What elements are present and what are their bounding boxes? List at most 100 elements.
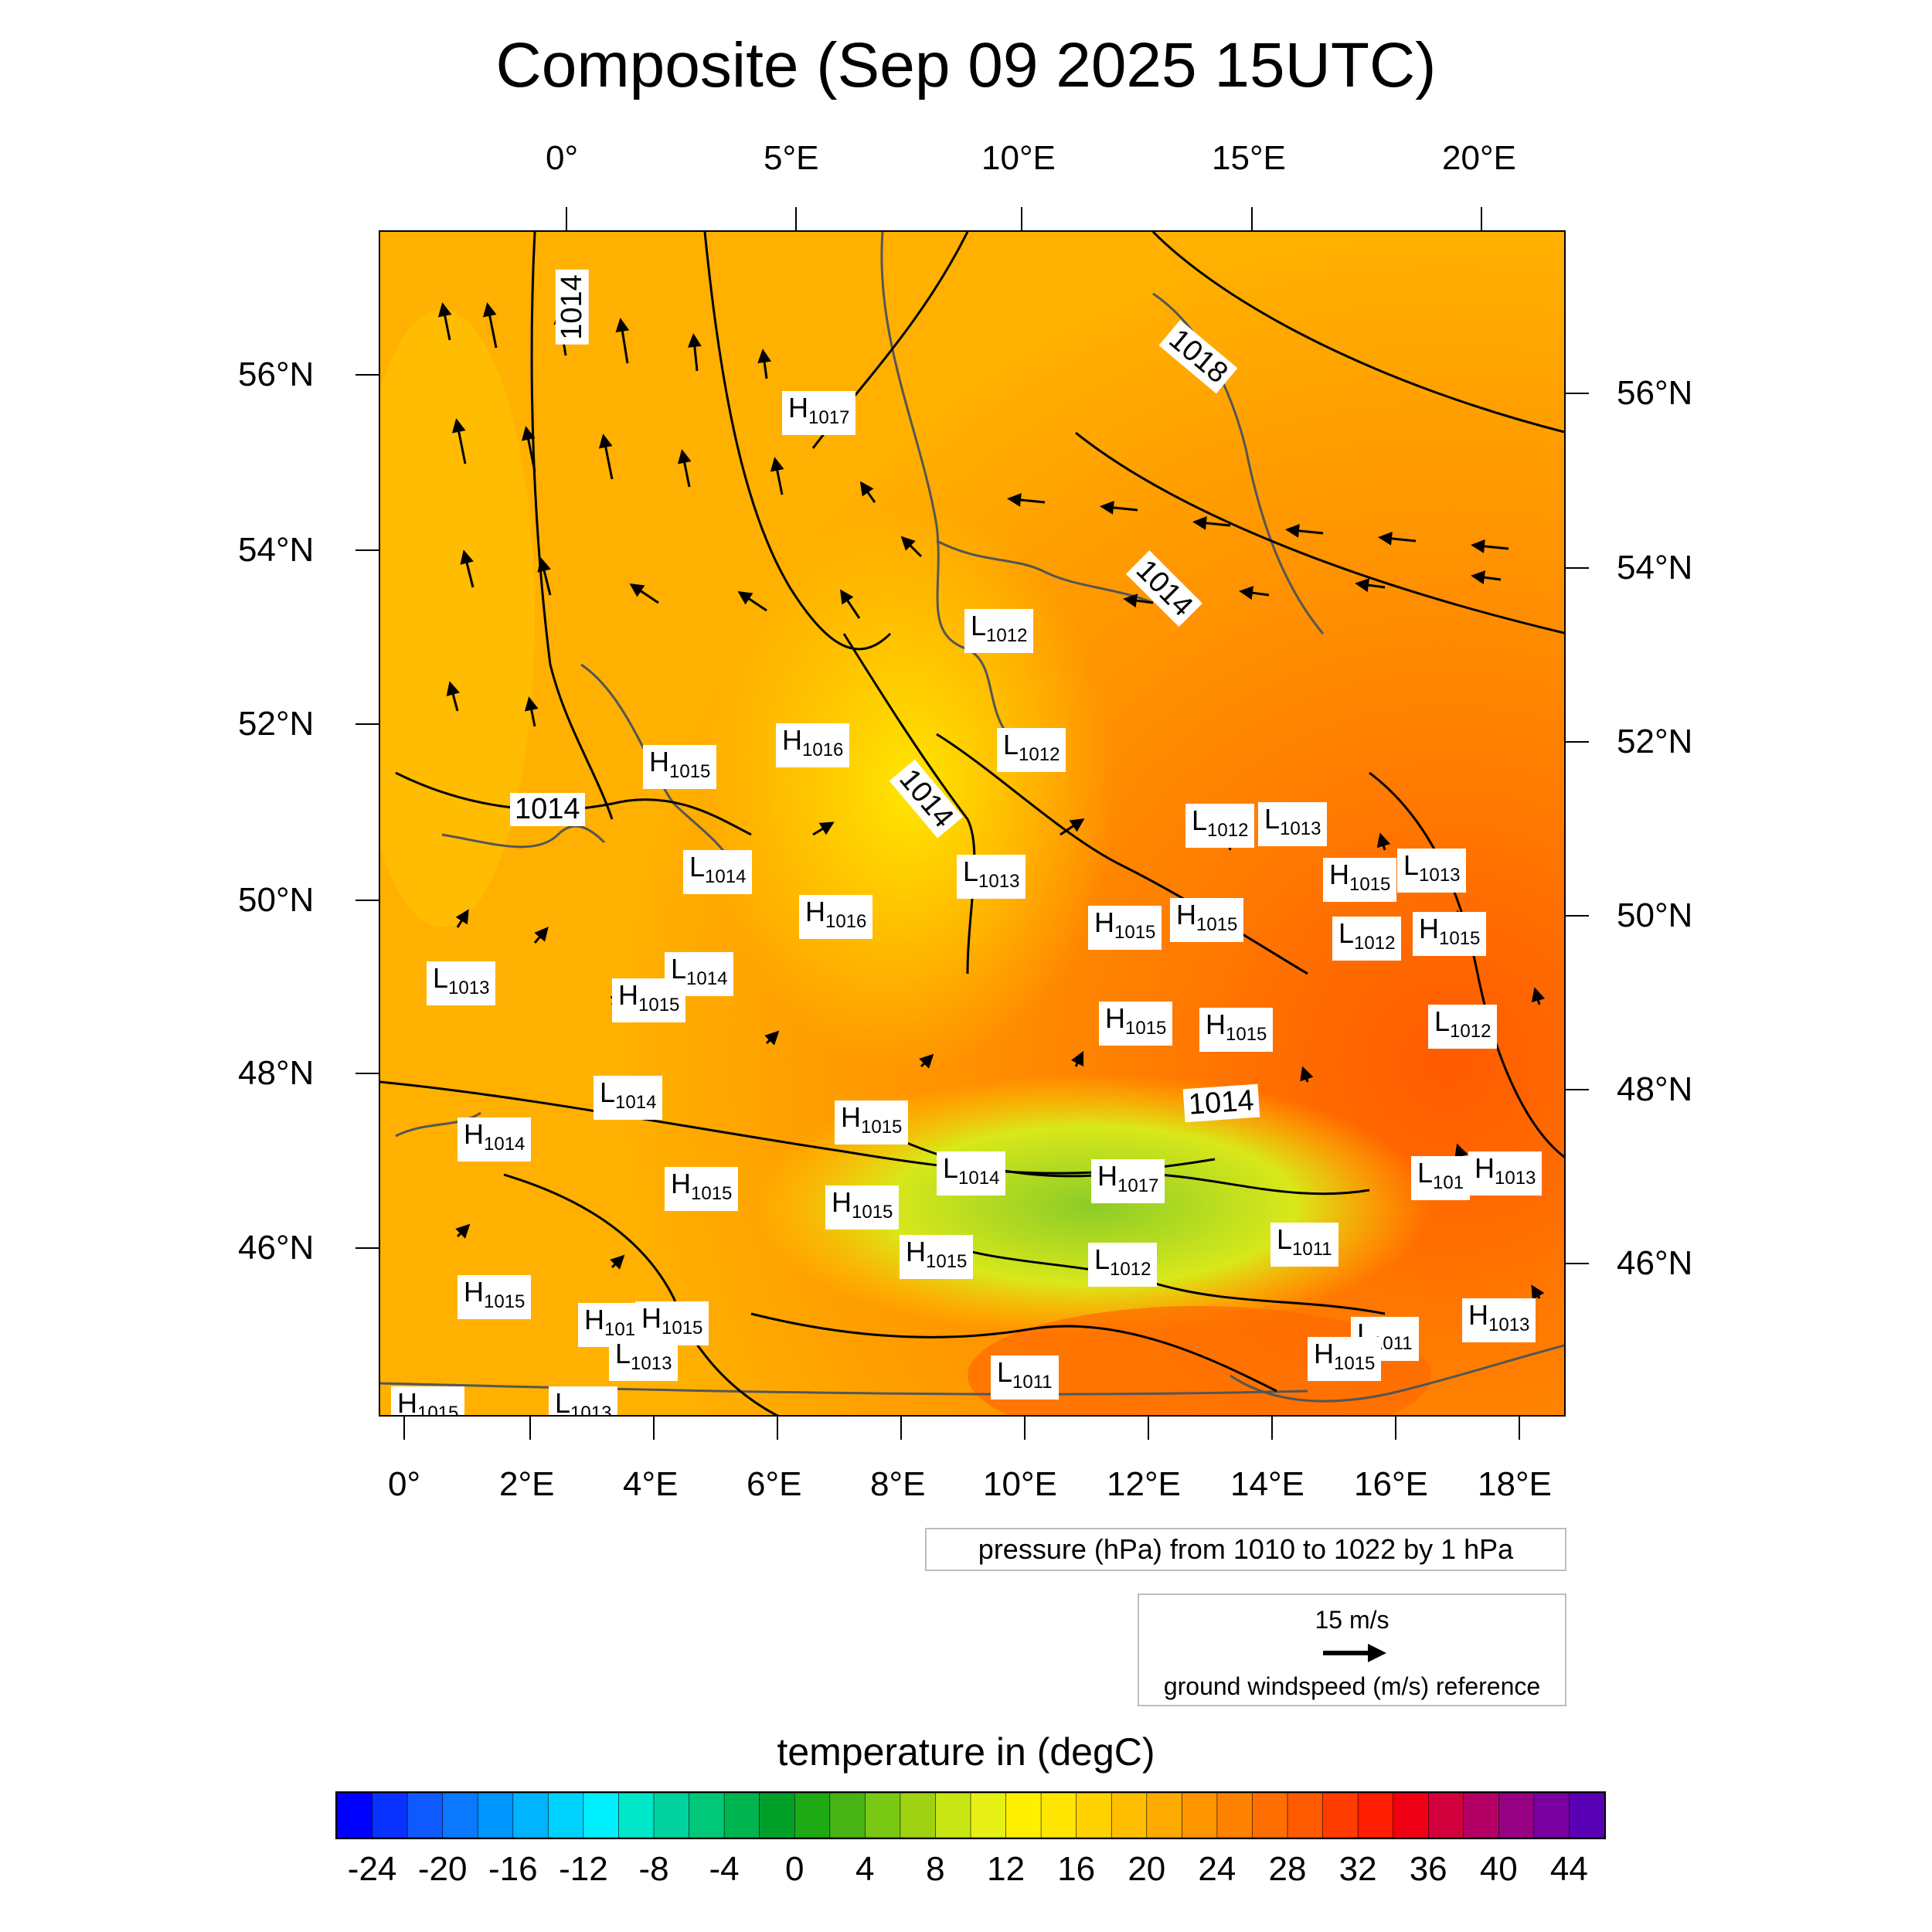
right-lat-label: 50°N bbox=[1617, 896, 1693, 934]
bottom-lon-label: 14°E bbox=[1230, 1465, 1304, 1503]
wind-reference-caption: ground windspeed (m/s) reference bbox=[1163, 1672, 1541, 1700]
colorbar-swatch bbox=[794, 1793, 831, 1838]
bottom-lon-label: 8°E bbox=[870, 1465, 926, 1503]
colorbar-tick-label: -16 bbox=[488, 1850, 538, 1888]
pressure-center: L1014 bbox=[594, 1076, 663, 1121]
right-lat-label: 54°N bbox=[1617, 549, 1693, 587]
top-lon-label: 0° bbox=[546, 139, 579, 177]
colorbar-tick-label: -4 bbox=[709, 1850, 740, 1888]
pressure-center: L1013 bbox=[957, 855, 1026, 900]
map-title: Composite (Sep 09 2025 15UTC) bbox=[495, 30, 1437, 100]
pressure-center: L1012 bbox=[964, 609, 1034, 654]
colorbar-swatch bbox=[618, 1793, 655, 1838]
pressure-center: H1015 bbox=[457, 1275, 532, 1320]
colorbar-swatch bbox=[1040, 1793, 1077, 1838]
coastlines bbox=[380, 232, 1564, 1403]
bottom-lon-label: 12°E bbox=[1107, 1465, 1181, 1503]
right-lat-label: 52°N bbox=[1617, 723, 1693, 760]
pressure-center: H1014 bbox=[457, 1117, 532, 1162]
pressure-center: H1013 bbox=[1468, 1151, 1543, 1196]
colorbar-swatch bbox=[865, 1793, 901, 1838]
colorbar-tick-label: 28 bbox=[1268, 1850, 1307, 1888]
pressure-center: H1015 bbox=[391, 1386, 465, 1415]
pressure-center: L1013 bbox=[549, 1386, 618, 1415]
pressure-center: H1015 bbox=[643, 745, 717, 790]
colorbar-swatch bbox=[1216, 1793, 1253, 1838]
colorbar-swatch bbox=[1252, 1793, 1288, 1838]
pressure-center: H1015 bbox=[1199, 1008, 1274, 1053]
colorbar-swatch bbox=[689, 1793, 725, 1838]
pressure-center: L1011 bbox=[1270, 1223, 1338, 1267]
bottom-lon-label: 16°E bbox=[1354, 1465, 1428, 1503]
colorbar-swatch bbox=[548, 1793, 584, 1838]
pressure-center: L1013 bbox=[1397, 849, 1467, 893]
pressure-center: H1015 bbox=[1170, 898, 1244, 943]
colorbar-swatch bbox=[1393, 1793, 1430, 1838]
colorbar-tick-label: 44 bbox=[1549, 1850, 1588, 1888]
colorbar-tick-label: 0 bbox=[784, 1850, 804, 1888]
pressure-center: H1013 bbox=[1462, 1298, 1536, 1343]
colorbar-title: temperature in (degC) bbox=[777, 1730, 1155, 1774]
colorbar-swatch bbox=[372, 1793, 408, 1838]
colorbar-tick-label: -8 bbox=[638, 1850, 669, 1888]
top-lon-label: 15°E bbox=[1212, 139, 1286, 177]
pressure-center: L1012 bbox=[1332, 917, 1402, 961]
colorbar-tick-label: 20 bbox=[1128, 1850, 1166, 1888]
colorbar-tick-label: -12 bbox=[559, 1850, 608, 1888]
left-lat-label: 52°N bbox=[238, 705, 315, 743]
colorbar-swatch bbox=[1322, 1793, 1359, 1838]
right-lat-label: 48°N bbox=[1617, 1070, 1693, 1108]
pressure-center: H1017 bbox=[1091, 1159, 1165, 1204]
pressure-center: L1013 bbox=[427, 961, 496, 1006]
colorbar-swatch bbox=[1357, 1793, 1394, 1838]
right-lat-label: 46°N bbox=[1617, 1244, 1693, 1282]
colorbar-swatch bbox=[1182, 1793, 1218, 1838]
pressure-center: H1015 bbox=[612, 978, 686, 1023]
pressure-center: H1015 bbox=[825, 1185, 900, 1230]
colorbar-swatch bbox=[1076, 1793, 1113, 1838]
pressure-center: L1013 bbox=[1258, 802, 1328, 847]
colorbar-swatch bbox=[442, 1793, 479, 1838]
colorbar-swatch bbox=[337, 1793, 373, 1838]
pressure-center: H1015 bbox=[835, 1100, 909, 1145]
bottom-lon-label: 6°E bbox=[747, 1465, 802, 1503]
bottom-lon-label: 10°E bbox=[983, 1465, 1057, 1503]
pressure-center: L1014 bbox=[683, 850, 753, 895]
colorbar-swatch bbox=[477, 1793, 514, 1838]
pressure-center: H1015 bbox=[1088, 906, 1162, 951]
colorbar-swatch bbox=[1498, 1793, 1535, 1838]
temperature-colorbar bbox=[335, 1791, 1606, 1839]
colorbar-tick-label: 16 bbox=[1057, 1850, 1096, 1888]
bottom-lon-label: 2°E bbox=[499, 1465, 555, 1503]
colorbar-tick-label: -20 bbox=[417, 1850, 468, 1888]
colorbar-swatch bbox=[1146, 1793, 1183, 1838]
pressure-legend: pressure (hPa) from 1010 to 1022 by 1 hP… bbox=[925, 1528, 1566, 1571]
bottom-lon-label: 4°E bbox=[623, 1465, 679, 1503]
pressure-center: L1012 bbox=[1088, 1243, 1158, 1287]
colorbar-swatch bbox=[1463, 1793, 1500, 1838]
pressure-center: H1015 bbox=[1413, 912, 1487, 957]
colorbar-swatch bbox=[1569, 1793, 1604, 1838]
colorbar-swatch bbox=[583, 1793, 620, 1838]
temperature-map: 1014 1018 1014 1014 1014 1014 H1017 L101… bbox=[379, 230, 1566, 1417]
colorbar-swatch bbox=[935, 1793, 971, 1838]
pressure-center: H1015 bbox=[665, 1167, 739, 1212]
pressure-center: H1015 bbox=[900, 1235, 974, 1280]
top-lon-label: 5°E bbox=[764, 139, 819, 177]
pressure-center: L1014 bbox=[937, 1151, 1006, 1196]
colorbar-tick-label: 36 bbox=[1409, 1850, 1447, 1888]
colorbar-tick-label: 40 bbox=[1479, 1850, 1518, 1888]
colorbar-tick-label: -24 bbox=[347, 1850, 397, 1888]
bottom-lon-label: 0° bbox=[388, 1465, 421, 1503]
pressure-center: H1016 bbox=[799, 895, 873, 940]
pressure-center: L1012 bbox=[1428, 1005, 1498, 1049]
isobar-label: 1014 bbox=[510, 793, 585, 826]
pressure-center: L101 bbox=[1411, 1156, 1471, 1201]
pressure-center: H1015 bbox=[1323, 858, 1397, 903]
left-lat-label: 48°N bbox=[238, 1054, 315, 1092]
wind-reference-legend: 15 m/s ground windspeed (m/s) reference bbox=[1138, 1594, 1566, 1706]
colorbar-swatch bbox=[512, 1793, 549, 1838]
pressure-center: H1016 bbox=[776, 723, 850, 768]
pressure-center: L1011 bbox=[991, 1355, 1059, 1400]
